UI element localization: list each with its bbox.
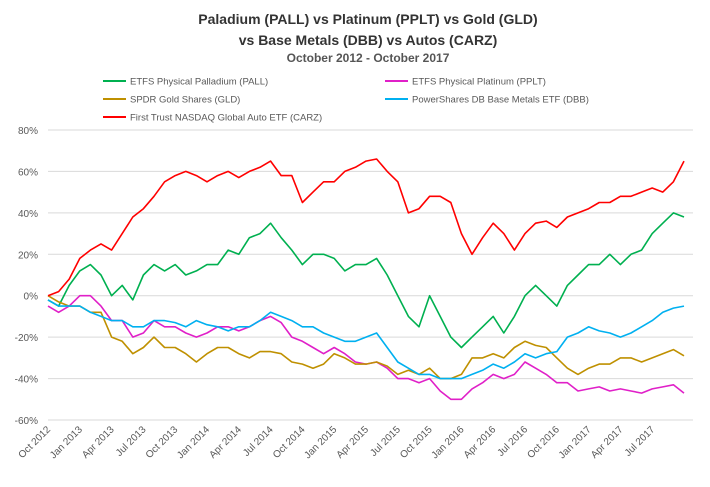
- y-tick-label: -40%: [15, 375, 38, 386]
- y-tick-label: 60%: [18, 167, 38, 178]
- y-tick-label: -60%: [15, 416, 38, 427]
- legend-label: SPDR Gold Shares (GLD): [130, 95, 240, 106]
- x-tick-label: Apr 2013: [80, 424, 117, 461]
- y-tick-label: 40%: [18, 209, 38, 220]
- x-tick-label: Apr 2017: [589, 424, 626, 461]
- y-tick-label: 0%: [24, 292, 39, 303]
- series-line-3: [47, 299, 685, 380]
- x-tick-label: Apr 2015: [335, 424, 372, 461]
- legend-label: ETFS Physical Palladium (PALL): [130, 77, 268, 88]
- series-line-2: [47, 295, 685, 380]
- x-tick-label: Jan 2016: [430, 424, 467, 461]
- x-tick-label: Jul 2017: [623, 424, 658, 459]
- legend-label: ETFS Physical Platinum (PPLT): [412, 77, 546, 88]
- x-tick-label: Jan 2015: [302, 424, 339, 461]
- x-tick-label: Oct 2013: [144, 424, 181, 461]
- x-tick-label: Oct 2014: [271, 424, 308, 461]
- x-tick-label: Oct 2012: [17, 424, 54, 461]
- y-tick-label: 80%: [18, 126, 38, 137]
- chart-title-line-1: Paladium (PALL) vs Platinum (PPLT) vs Go…: [198, 11, 537, 27]
- legend-label: First Trust NASDAQ Global Auto ETF (CARZ…: [130, 113, 322, 124]
- x-tick-label: Apr 2016: [462, 424, 499, 461]
- chart-subtitle: October 2012 - October 2017: [287, 51, 450, 65]
- x-tick-label: Apr 2014: [207, 424, 244, 461]
- y-tick-label: -20%: [15, 333, 38, 344]
- x-tick-label: Oct 2016: [525, 424, 562, 461]
- legend-label: PowerShares DB Base Metals ETF (DBB): [412, 95, 589, 106]
- x-tick-label: Oct 2015: [398, 424, 435, 461]
- x-tick-label: Jan 2014: [175, 424, 212, 461]
- series-line-0: [47, 212, 685, 349]
- x-tick-label: Jan 2017: [557, 424, 594, 461]
- series-line-4: [47, 158, 685, 297]
- chart-title-line-2: vs Base Metals (DBB) vs Autos (CARZ): [239, 32, 498, 48]
- y-tick-label: 20%: [18, 250, 38, 261]
- x-tick-label: Jan 2013: [48, 424, 85, 461]
